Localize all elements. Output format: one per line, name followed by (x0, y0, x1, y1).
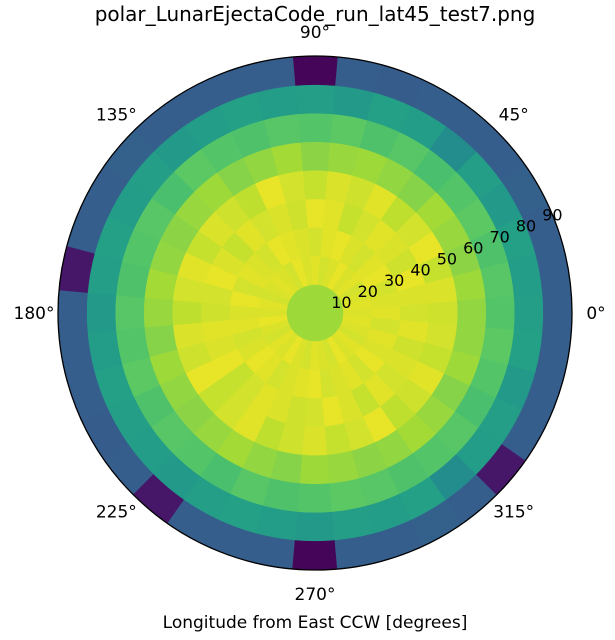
heatmap-cell-r7-t0 (513, 292, 544, 334)
heatmap-cell-r5-t9 (299, 141, 331, 172)
angular-tick-label: 0° (586, 304, 605, 324)
radial-tick-label: 30 (384, 271, 404, 290)
x-axis-label: Longitude from East CCW [degrees] (163, 613, 468, 633)
heatmap-cell-r8-t0 (542, 290, 573, 336)
heatmap-cell-r5-t27 (299, 454, 331, 485)
angular-tick-label: 225° (96, 503, 137, 523)
angular-tick-label: 90° (300, 23, 330, 43)
heatmap-cell-r4-t27 (302, 426, 328, 457)
heatmap-cell-r8-t9 (292, 55, 338, 86)
heatmap-cell-r5-t18 (143, 297, 174, 329)
heatmap-cell-r7-t27 (294, 511, 336, 542)
chart-title: polar_LunarEjectaCode_run_lat45_test7.pn… (95, 2, 536, 26)
radial-tick-label: 20 (358, 282, 378, 301)
angular-tick-label: 135° (96, 105, 137, 125)
heatmap-cell-r7-t9 (294, 84, 336, 115)
tick-labels: 0° 45° 90° 135° 180° 225° 270° 315° 10 20 30 40 50 60… (14, 23, 606, 605)
heatmap-cell-r7-t18 (86, 292, 117, 334)
radial-tick-label: 90 (542, 206, 562, 225)
heatmap-cell-r6-t0 (485, 295, 516, 331)
polar-plot-area (57, 55, 573, 571)
heatmap-cell-r8-t18 (57, 290, 88, 336)
heatmap-cell-r3-t9 (304, 198, 326, 228)
radial-tick-label: 60 (463, 238, 483, 257)
radial-tick-label: 40 (410, 260, 430, 279)
heatmap-cell-r6-t18 (114, 295, 145, 331)
angular-tick-label: 315° (493, 503, 534, 523)
radial-tick-label: 80 (516, 217, 536, 236)
heatmap-cell-r4-t0 (428, 300, 459, 326)
polar-axis-border (57, 55, 573, 571)
angular-tick-label: 180° (14, 304, 55, 324)
radial-tick-label: 10 (331, 293, 351, 312)
heatmap-cell-r3-t0 (400, 302, 430, 324)
heatmap-cell-r8-t27 (292, 540, 338, 571)
heatmap-cell-r5-t0 (456, 297, 487, 329)
angular-tick-label: 270° (295, 585, 336, 605)
radial-tick-label: 70 (489, 228, 509, 247)
angular-tick-label: 45° (499, 105, 529, 125)
heatmap-cell-r4-t18 (171, 300, 202, 326)
heatmap-cell-r3-t18 (200, 302, 230, 324)
heatmap-cell-r6-t9 (297, 112, 333, 143)
heatmap-cell-r4-t9 (302, 169, 328, 200)
radial-tick-label: 50 (437, 249, 457, 268)
heatmap-cell-r6-t27 (297, 483, 333, 514)
heatmap-cell-r3-t27 (304, 398, 326, 428)
